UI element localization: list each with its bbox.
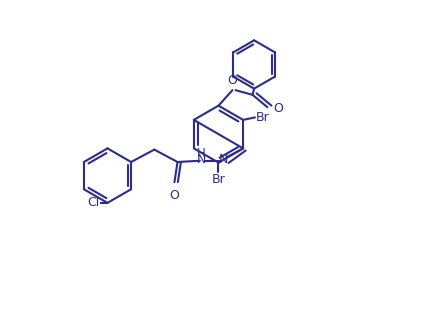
Text: H: H [197,147,206,160]
Text: Br: Br [212,174,225,187]
Text: O: O [273,102,283,115]
Text: N: N [218,153,228,166]
Text: Cl: Cl [87,196,99,209]
Text: O: O [169,189,179,202]
Text: Br: Br [255,111,269,124]
Text: O: O [228,74,237,87]
Text: N: N [197,153,206,166]
